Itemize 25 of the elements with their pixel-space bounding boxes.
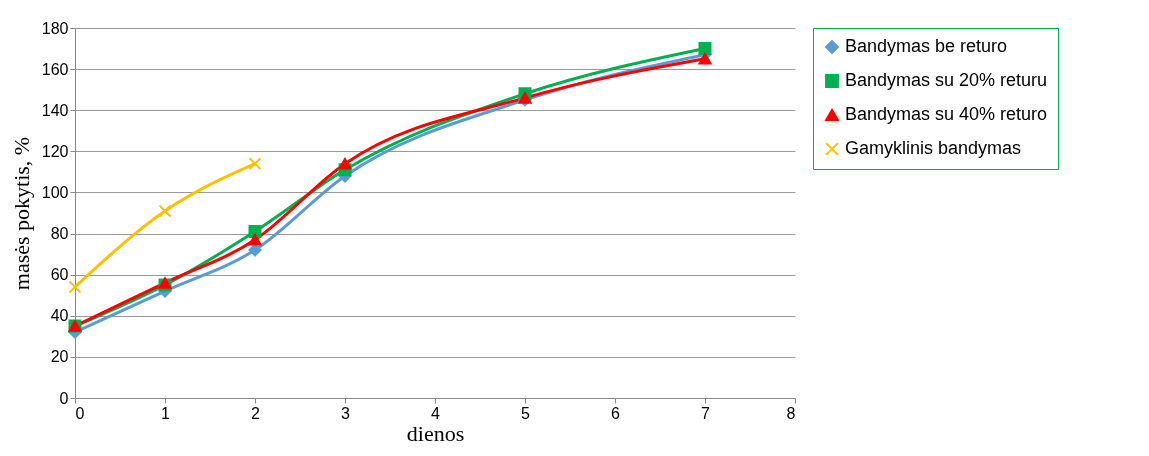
x-tick-label: 8 xyxy=(786,404,796,422)
legend-label: Bandymas su 20% returu xyxy=(845,70,1048,90)
y-axis-title: masės pokytis, % xyxy=(8,136,34,291)
legend-label: Bandymas su 40% returo xyxy=(845,104,1048,124)
x-tick-label: 3 xyxy=(341,404,351,422)
x-tick-label: 2 xyxy=(251,404,261,422)
y-tick-label: 40 xyxy=(50,307,69,325)
y-tick-label: 0 xyxy=(59,389,69,407)
x-tick-label: 6 xyxy=(611,404,621,422)
x-axis-title: dienos xyxy=(406,420,465,446)
legend-label: Bandymas be returo xyxy=(845,36,1008,56)
y-tick-label: 120 xyxy=(41,142,69,160)
x-tick-label: 0 xyxy=(75,404,85,422)
x-tick-label: 5 xyxy=(521,404,531,422)
x-tick-label: 7 xyxy=(701,404,711,422)
y-tick-label: 60 xyxy=(50,266,69,284)
x-tick-label: 1 xyxy=(161,404,171,422)
y-tick-label: 180 xyxy=(41,19,69,37)
y-tick-label: 160 xyxy=(41,60,69,78)
y-tick-label: 80 xyxy=(50,225,69,243)
y-tick-label: 20 xyxy=(50,348,69,366)
y-tick-label: 100 xyxy=(41,183,69,201)
x-tick-label: 4 xyxy=(431,404,441,422)
y-tick-label: 140 xyxy=(41,101,69,119)
legend-label: Gamyklinis bandymas xyxy=(845,138,1022,158)
